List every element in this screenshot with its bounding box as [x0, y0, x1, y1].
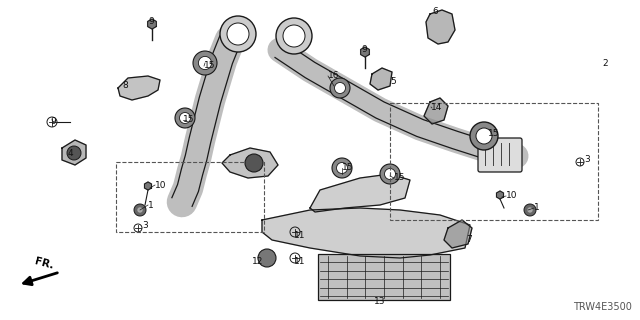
Text: 3: 3 — [584, 156, 589, 164]
Text: 9: 9 — [50, 117, 56, 126]
Circle shape — [470, 122, 498, 150]
Polygon shape — [148, 19, 156, 29]
Circle shape — [193, 51, 217, 75]
Text: 9: 9 — [361, 45, 367, 54]
Text: 15: 15 — [204, 61, 216, 70]
Text: 16: 16 — [328, 71, 339, 81]
Circle shape — [227, 23, 249, 45]
Bar — [116, 162, 264, 232]
Polygon shape — [145, 182, 152, 190]
Circle shape — [276, 18, 312, 54]
Polygon shape — [62, 140, 86, 165]
Bar — [390, 103, 598, 220]
Polygon shape — [424, 98, 448, 124]
Text: TRW4E3500: TRW4E3500 — [573, 302, 632, 312]
Circle shape — [283, 25, 305, 47]
Polygon shape — [361, 47, 369, 57]
Circle shape — [380, 164, 400, 184]
Text: 5: 5 — [390, 77, 396, 86]
Polygon shape — [426, 10, 455, 44]
Text: 7: 7 — [466, 235, 472, 244]
Bar — [318, 254, 450, 300]
Polygon shape — [262, 208, 470, 258]
Circle shape — [220, 16, 256, 52]
Text: 12: 12 — [252, 257, 264, 266]
Circle shape — [138, 207, 143, 213]
Circle shape — [332, 158, 352, 178]
Polygon shape — [444, 220, 472, 248]
Circle shape — [524, 204, 536, 216]
Circle shape — [476, 128, 492, 144]
Circle shape — [67, 146, 81, 160]
Text: 13: 13 — [374, 298, 385, 307]
Circle shape — [258, 249, 276, 267]
Polygon shape — [497, 191, 504, 199]
Text: 15: 15 — [488, 130, 499, 139]
Circle shape — [330, 78, 350, 98]
Text: 15: 15 — [394, 173, 406, 182]
Text: 3: 3 — [142, 220, 148, 229]
Polygon shape — [222, 148, 278, 178]
Text: 15: 15 — [342, 164, 353, 172]
Text: 6: 6 — [432, 7, 438, 17]
Circle shape — [245, 154, 263, 172]
Text: 8: 8 — [122, 82, 128, 91]
Circle shape — [337, 163, 348, 173]
Circle shape — [175, 108, 195, 128]
Circle shape — [198, 56, 212, 69]
Text: 1: 1 — [534, 204, 540, 212]
Text: 2: 2 — [602, 60, 607, 68]
Circle shape — [527, 207, 532, 213]
Text: 4: 4 — [68, 148, 74, 157]
Text: 11: 11 — [294, 258, 305, 267]
Text: FR.: FR. — [33, 256, 54, 271]
Circle shape — [335, 83, 346, 93]
Polygon shape — [310, 174, 410, 212]
Text: 10: 10 — [506, 191, 518, 201]
Polygon shape — [262, 252, 272, 264]
Polygon shape — [370, 68, 392, 90]
Text: 14: 14 — [431, 102, 442, 111]
Polygon shape — [118, 76, 160, 100]
Circle shape — [179, 113, 191, 124]
Text: 11: 11 — [294, 230, 305, 239]
Text: 9: 9 — [148, 18, 154, 27]
Text: 1: 1 — [148, 201, 154, 210]
Text: 10: 10 — [155, 180, 166, 189]
Text: 15: 15 — [183, 116, 195, 124]
Circle shape — [385, 169, 396, 180]
FancyBboxPatch shape — [478, 138, 522, 172]
Circle shape — [134, 204, 146, 216]
